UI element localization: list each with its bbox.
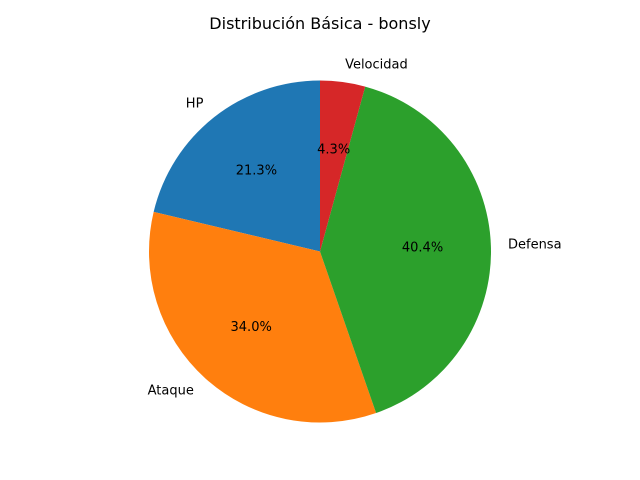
slice-label-defensa: Defensa — [508, 238, 562, 253]
pie-slice-velocidad — [320, 80, 366, 252]
pie-slices — [149, 80, 491, 423]
slice-label-hp: HP — [186, 96, 204, 111]
slice-percent-ataque: 34.0% — [231, 320, 272, 335]
slice-percent-velocidad: 4.3% — [317, 142, 350, 157]
pie-slice-hp — [153, 80, 320, 252]
slice-label-velocidad: Velocidad — [345, 58, 408, 73]
pie-labels: HP 21.3% Ataque 34.0% Defensa 40.4% Velocidad 4… — [148, 58, 562, 399]
slice-percent-hp: 21.3% — [236, 163, 277, 178]
slice-percent-defensa: 40.4% — [402, 241, 443, 256]
pie-slice-defensa — [320, 86, 491, 414]
slice-label-ataque: Ataque — [148, 384, 194, 399]
pie-slice-ataque — [149, 211, 377, 423]
chart-title: Distribución Básica - bonsly — [209, 14, 430, 33]
